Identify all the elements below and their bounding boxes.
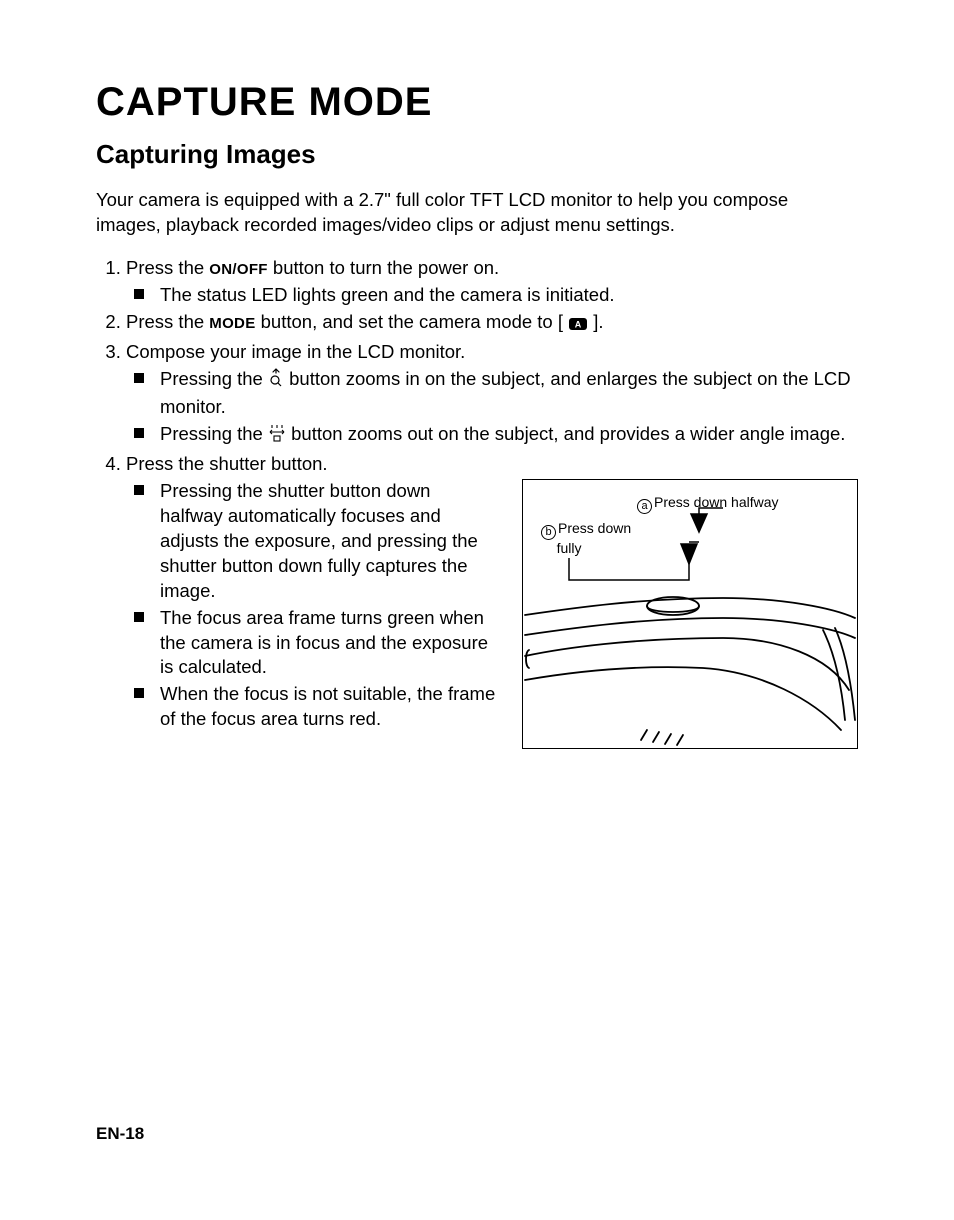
steps-list: Press the ON/OFF button to turn the powe… — [96, 256, 858, 749]
step-4: Press the shutter button. Pressing the s… — [126, 452, 858, 749]
step4-content: Pressing the shutter button down halfway… — [126, 477, 858, 749]
step3-sublist: Pressing the button zooms in on the subj… — [126, 367, 858, 450]
step3-sub2-post: button zooms out on the subject, and pro… — [291, 423, 845, 444]
step3-text: Compose your image in the LCD monitor. — [126, 341, 465, 362]
step4-sublist: Pressing the shutter button down halfway… — [126, 479, 498, 733]
step1-post: button to turn the power on. — [268, 257, 499, 278]
step3-sub2-pre: Pressing the — [160, 423, 268, 444]
page-number: EN-18 — [96, 1124, 144, 1144]
onoff-label: ON/OFF — [209, 261, 267, 278]
step2-pre: Press the — [126, 311, 209, 332]
step-1: Press the ON/OFF button to turn the powe… — [126, 256, 858, 308]
step-3: Compose your image in the LCD monitor. P… — [126, 340, 858, 450]
camera-a-icon: A — [568, 313, 588, 338]
svg-text:A: A — [575, 319, 582, 329]
step4-sub3: When the focus is not suitable, the fram… — [132, 682, 498, 732]
step2-post1: button, and set the camera mode to [ — [256, 311, 564, 332]
step2-post2: ]. — [593, 311, 603, 332]
page: CAPTURE MODE Capturing Images Your camer… — [0, 0, 954, 1220]
shutter-diagram: aPress down halfway bPress down fully — [522, 479, 858, 749]
step4-sub2: The focus area frame turns green when th… — [132, 606, 498, 681]
step3-sub1-pre: Pressing the — [160, 368, 268, 389]
step3-sub2: Pressing the button zooms out on the sub… — [132, 422, 858, 450]
step4-text: Press the shutter button. — [126, 453, 328, 474]
section-title: Capturing Images — [96, 139, 858, 170]
step-2: Press the MODE button, and set the camer… — [126, 310, 858, 338]
step1-pre: Press the — [126, 257, 209, 278]
mode-label: MODE — [209, 315, 255, 332]
step4-sub1: Pressing the shutter button down halfway… — [132, 479, 498, 604]
zoom-out-icon — [268, 423, 286, 450]
step3-sub1: Pressing the button zooms in on the subj… — [132, 367, 858, 420]
intro-paragraph: Your camera is equipped with a 2.7" full… — [96, 188, 858, 238]
step4-text-col: Pressing the shutter button down halfway… — [126, 477, 498, 735]
step1-sublist: The status LED lights green and the came… — [126, 283, 858, 308]
chapter-title: CAPTURE MODE — [96, 80, 858, 125]
diagram-svg — [523, 480, 858, 749]
zoom-in-icon — [268, 368, 284, 395]
step1-sub1: The status LED lights green and the came… — [132, 283, 858, 308]
